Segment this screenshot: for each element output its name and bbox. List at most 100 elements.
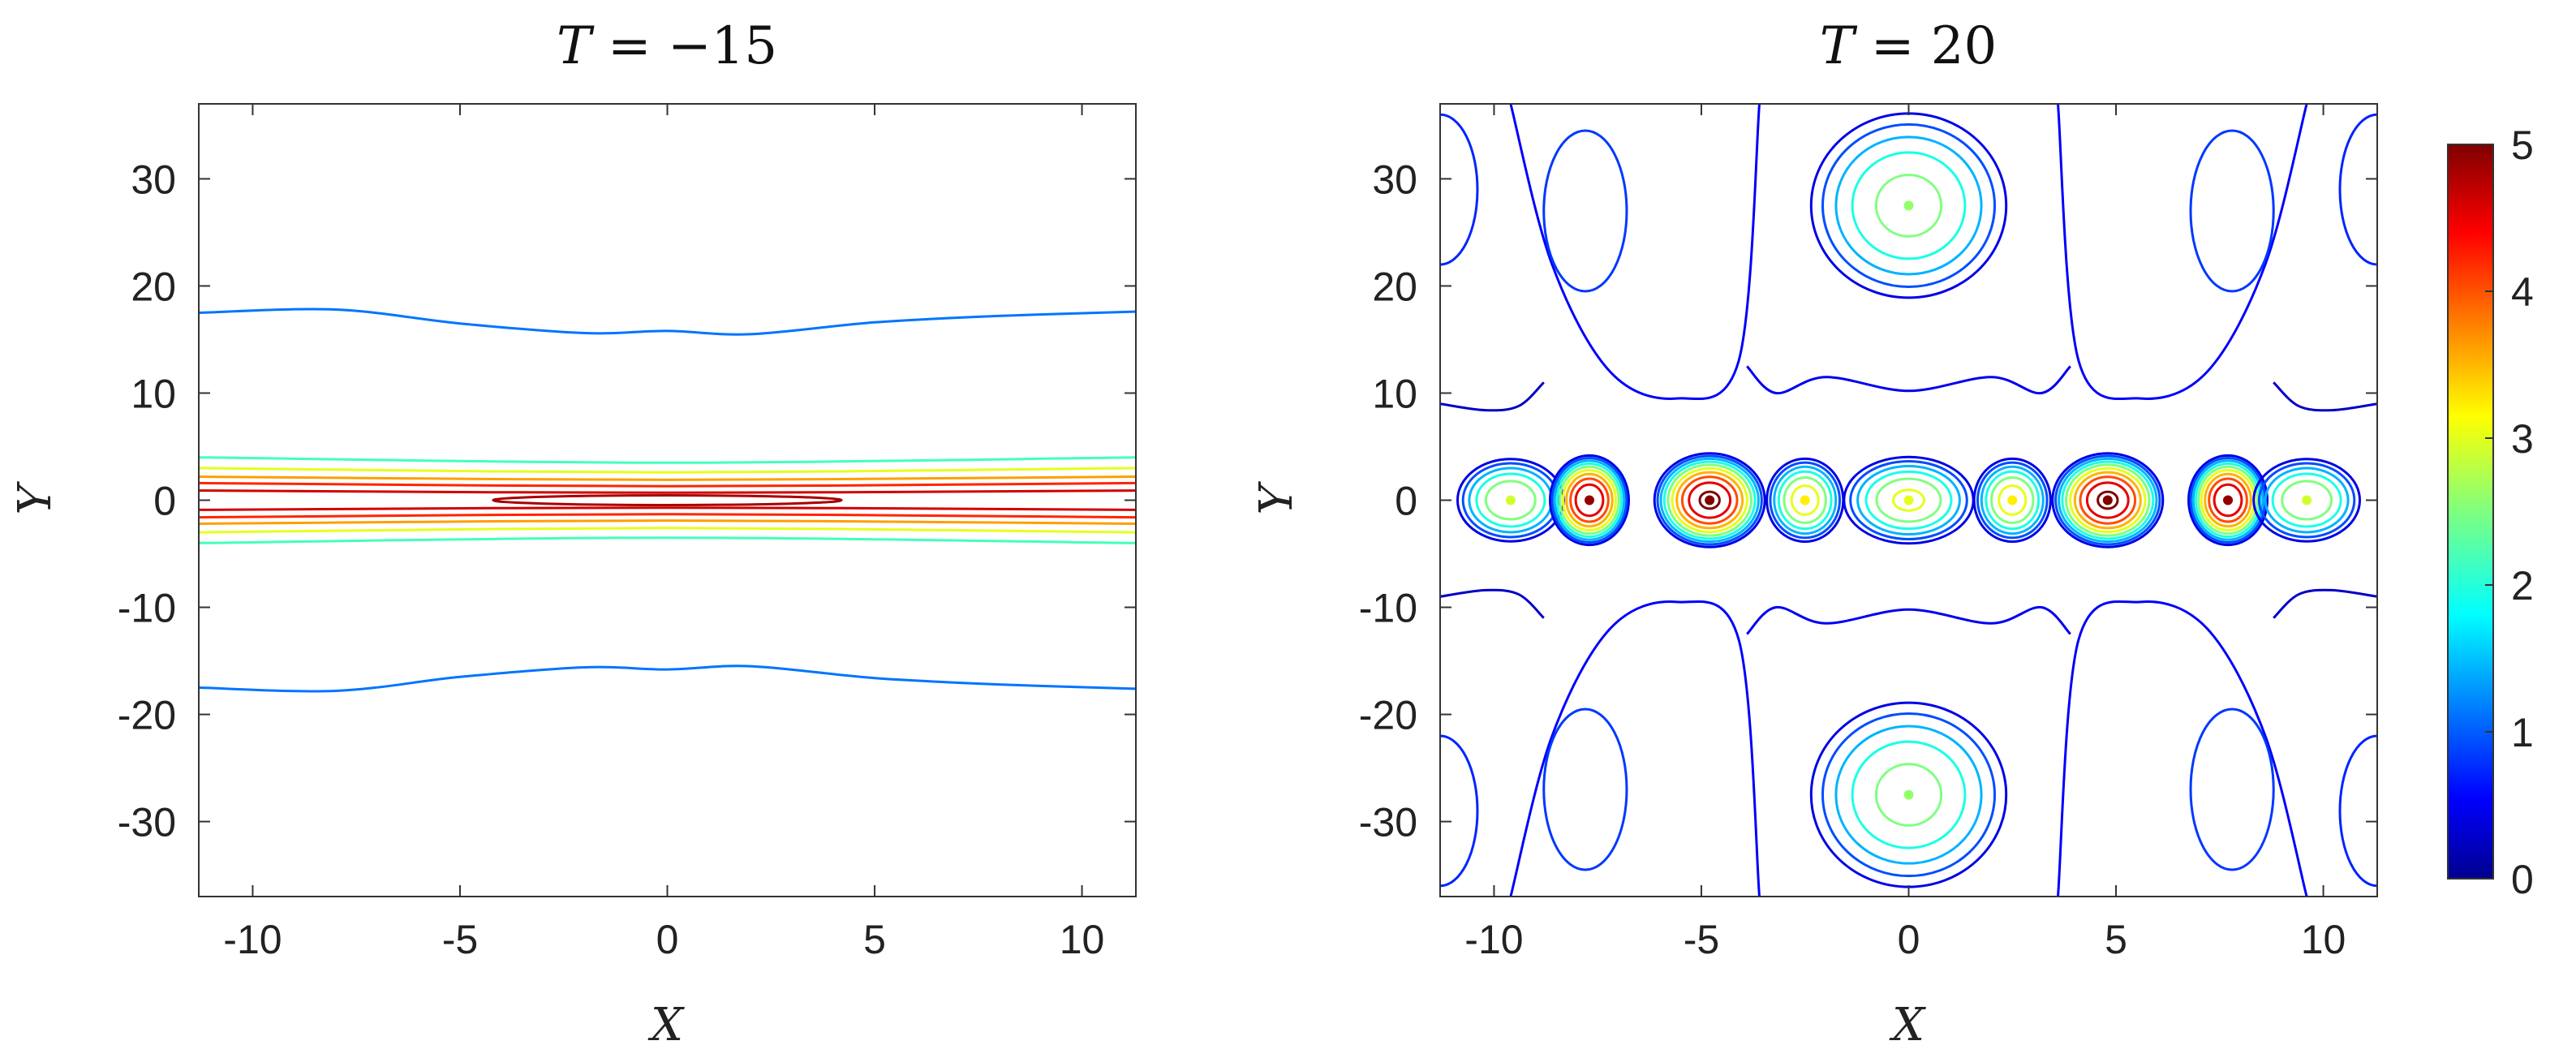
left-y-tick-label: -30 bbox=[118, 800, 176, 845]
left-y-tick-label: 10 bbox=[131, 371, 176, 416]
contour-peak-center bbox=[1903, 495, 1914, 505]
right-y-tick-label: 20 bbox=[1372, 264, 1417, 309]
left-y-tick-label: -10 bbox=[118, 586, 176, 631]
contour-level-ring bbox=[1659, 457, 1760, 544]
contour-line bbox=[199, 308, 1136, 336]
contour-level-ring bbox=[1550, 457, 1628, 544]
contour-peak bbox=[1809, 112, 2008, 299]
right-x-axis-ticks: -10 -5 0 5 10 bbox=[1464, 104, 2346, 962]
contour-level-ring bbox=[1698, 490, 1721, 510]
contour-level-ring bbox=[2069, 467, 2147, 534]
contour-peak-center bbox=[1903, 789, 1914, 800]
contour-level-ring bbox=[2079, 475, 2137, 525]
contour-line bbox=[199, 481, 1136, 488]
contour-level-ring bbox=[1675, 471, 1744, 530]
contour-level-ring bbox=[2281, 480, 2333, 521]
left-y-tick-label: 30 bbox=[131, 157, 176, 202]
contour-peak-center bbox=[2223, 495, 2234, 505]
contour-peak bbox=[1809, 701, 2008, 888]
colorbar-ticks: 0 1 2 3 4 5 bbox=[2485, 123, 2534, 902]
right-x-tick-label: 5 bbox=[2105, 917, 2127, 962]
right-y-tick-label: 10 bbox=[1372, 371, 1417, 416]
contour-level-ring bbox=[2054, 454, 2161, 546]
left-x-tick-label: -10 bbox=[223, 917, 282, 962]
colorbar-tick-label: 1 bbox=[2511, 710, 2534, 755]
contour-level-ring bbox=[2204, 472, 2252, 528]
contour-level-ring bbox=[2197, 465, 2259, 535]
colorbar-gradient bbox=[2447, 144, 2494, 880]
colorbar-tick-label: 4 bbox=[2511, 269, 2534, 315]
contour-level-ring bbox=[1892, 488, 1925, 512]
contour-level-ring bbox=[2058, 457, 2158, 544]
colorbar: 0 1 2 3 4 5 bbox=[2447, 123, 2534, 902]
colorbar-tick-label: 0 bbox=[2511, 857, 2534, 902]
contour-loop bbox=[1542, 129, 1628, 293]
contour-line bbox=[2057, 104, 2308, 401]
contour-line bbox=[199, 506, 1136, 511]
contour-level-ring bbox=[1559, 465, 1620, 535]
contour-loop bbox=[492, 494, 843, 506]
contour-line bbox=[199, 513, 1136, 519]
contour-loop bbox=[1542, 707, 1628, 871]
contour-peak-center bbox=[1505, 495, 1516, 505]
contour-level-ring bbox=[1849, 460, 1968, 540]
right-x-tick-label: -10 bbox=[1464, 917, 1523, 962]
right-x-tick-label: 0 bbox=[1898, 917, 1920, 962]
left-x-axis-label: X bbox=[647, 999, 685, 1052]
left-x-tick-label: 5 bbox=[863, 917, 886, 962]
contour-level-ring bbox=[1574, 483, 1605, 518]
contour-level-ring bbox=[1864, 470, 1953, 531]
contour-peak bbox=[1765, 457, 1845, 544]
left-x-tick-label: 10 bbox=[1060, 917, 1105, 962]
contour-level-ring bbox=[1688, 481, 1732, 519]
contour-peak bbox=[1843, 455, 1975, 545]
contour-level-ring bbox=[1976, 461, 2049, 540]
contour-level-ring bbox=[1475, 472, 1546, 528]
contour-level-ring bbox=[1821, 123, 1996, 289]
contour-level-ring bbox=[1783, 476, 1827, 524]
contour-level-ring bbox=[2073, 471, 2142, 530]
contour-level-ring bbox=[2191, 459, 2264, 541]
contour-level-ring bbox=[1555, 462, 1623, 539]
contour-peak bbox=[1548, 454, 1630, 547]
contour-peak bbox=[1653, 452, 1766, 548]
contour-level-ring bbox=[2271, 472, 2342, 528]
contour-level-ring bbox=[2264, 467, 2350, 534]
contour-level-ring bbox=[2096, 490, 2119, 510]
contour-line bbox=[1509, 600, 1761, 897]
right-y-tick-label: 30 bbox=[1372, 157, 1417, 202]
contour-level-ring bbox=[1662, 460, 1757, 540]
panel-t-20: T = 20 -10 -5 0 5 10 -30 -20 -10 0 10 20 30 X Y bbox=[1250, 16, 2378, 1052]
panel-t-minus-15: T = −15 -10 -5 0 5 10 -30 -20 -10 0 10 20 30 X Y bbox=[9, 16, 1137, 1052]
contour-level-ring bbox=[1821, 712, 1996, 878]
contour-line bbox=[199, 456, 1136, 464]
colorbar-tick-label: 2 bbox=[2511, 563, 2534, 609]
contour-line bbox=[1746, 365, 2071, 395]
left-x-tick-label: 0 bbox=[656, 917, 679, 962]
right-y-tick-label: -10 bbox=[1359, 586, 1417, 631]
contour-peak bbox=[2051, 452, 2165, 548]
contour-level-ring bbox=[2085, 481, 2130, 519]
contour-line bbox=[199, 519, 1136, 525]
left-x-axis-ticks: -10 -5 0 5 10 bbox=[223, 104, 1104, 962]
contour-level-ring bbox=[1790, 484, 1820, 516]
contour-level-ring bbox=[1773, 465, 1838, 535]
contour-level-ring bbox=[1874, 763, 1943, 827]
right-panel-title: T = 20 bbox=[1820, 16, 1997, 76]
contour-line bbox=[199, 475, 1136, 481]
contour-level-ring bbox=[1553, 459, 1626, 541]
contour-level-ring bbox=[1851, 151, 1967, 260]
contour-level-ring bbox=[1777, 470, 1833, 531]
contour-level-ring bbox=[1980, 465, 2045, 535]
contour-level-ring bbox=[1769, 461, 1842, 540]
contour-line bbox=[199, 467, 1136, 474]
left-contour-lines bbox=[199, 308, 1136, 693]
right-contour-lines bbox=[1440, 104, 2377, 897]
contour-line bbox=[199, 489, 1136, 494]
contour-peak bbox=[2187, 454, 2269, 547]
colorbar-tick-label: 3 bbox=[2511, 416, 2534, 462]
contour-level-ring bbox=[1569, 477, 1610, 523]
contour-loop bbox=[2189, 129, 2275, 293]
contour-level-ring bbox=[1484, 480, 1537, 521]
